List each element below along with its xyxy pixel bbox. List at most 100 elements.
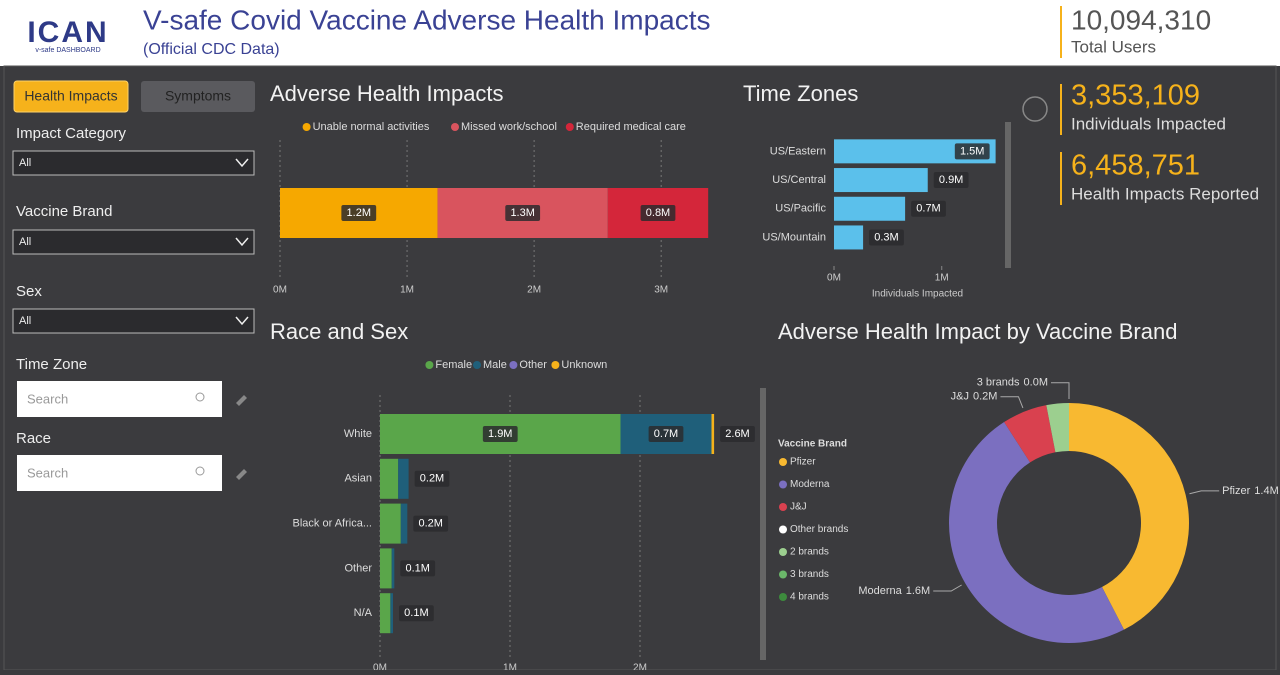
dropdown[interactable] [12, 229, 255, 255]
eraser-icon[interactable] [236, 469, 247, 480]
legend-swatch [473, 361, 481, 369]
leader-line [1189, 490, 1220, 495]
pie-slice [1004, 405, 1056, 463]
legend-swatch [779, 480, 787, 489]
kpi-label: Health Impacts Reported [1071, 184, 1259, 203]
search-label: Time Zone [16, 356, 87, 373]
y-tick-label: Black or Africa... [293, 518, 372, 530]
chart-title: Adverse Health Impact by Vaccine Brand [778, 319, 1177, 344]
leader-line [1051, 382, 1070, 399]
bar-segment [711, 414, 715, 454]
page-title: V-safe Covid Vaccine Adverse Health Impa… [143, 4, 711, 35]
slice-label: Pfizer 1.4M [1222, 485, 1279, 497]
search-placeholder[interactable]: Search [27, 391, 68, 406]
data-label: 1.9M [488, 428, 512, 440]
dropdown[interactable] [12, 308, 255, 334]
tab-label[interactable]: Symptoms [165, 88, 231, 104]
dropdown-value[interactable]: All [19, 236, 31, 248]
data-label: 0.9M [939, 174, 963, 186]
slice-label: J&J 0.2M [951, 391, 998, 403]
legend-label: Male [483, 359, 507, 371]
scrollbar[interactable] [760, 388, 766, 660]
x-tick-label: 0M [373, 663, 387, 670]
tab[interactable] [141, 81, 255, 112]
help-icon[interactable] [1022, 96, 1048, 122]
legend-swatch [302, 123, 311, 131]
legend-title: Vaccine Brand [778, 439, 847, 450]
legend-label: J&J [790, 502, 807, 513]
x-tick-label: 2M [633, 663, 647, 670]
search-box[interactable] [17, 455, 222, 491]
bar-segment [400, 503, 408, 544]
legend-swatch [451, 123, 459, 131]
data-label: 0.3M [874, 231, 898, 243]
legend-label: Other [519, 359, 547, 371]
leader-line [1000, 396, 1024, 409]
bar [834, 168, 928, 193]
tab-label[interactable]: Health Impacts [24, 88, 117, 104]
pie-slice [948, 422, 1124, 644]
slice-name: Moderna [858, 585, 902, 597]
logo-subtitle: v-safe DASHBOARD [35, 47, 100, 54]
bar [834, 196, 906, 221]
slice-name: J&J [951, 391, 969, 403]
kpi-label: Individuals Impacted [1071, 114, 1226, 133]
bar [834, 225, 864, 250]
slice-value: 0.0M [1024, 377, 1048, 389]
total-users: 10,094,310 [1071, 4, 1211, 35]
slice-name: 3 brands [977, 377, 1020, 389]
dropdown-value[interactable]: All [19, 157, 31, 169]
search-box[interactable] [17, 381, 222, 417]
search-icon [195, 466, 205, 476]
eraser-icon[interactable] [236, 395, 247, 406]
legend-swatch [565, 123, 574, 131]
legend-label: Unknown [561, 359, 607, 371]
data-label-bg [640, 205, 676, 221]
legend-swatch [779, 548, 787, 556]
search-placeholder[interactable]: Search [27, 465, 68, 480]
y-tick-label: White [344, 428, 372, 440]
data-label: 0.7M [654, 428, 678, 440]
chevron [235, 316, 249, 326]
x-axis-label: Individuals Impacted [872, 289, 963, 300]
legend-label: Female [435, 359, 472, 371]
x-tick-label: 1M [400, 285, 414, 296]
chevron [235, 158, 249, 168]
legend-label: Moderna [790, 479, 830, 490]
bar-segment [380, 458, 399, 499]
dropdown-value[interactable]: All [19, 315, 31, 327]
dropdown[interactable] [12, 150, 255, 176]
data-label: 0.2M [420, 473, 444, 485]
search-icon [195, 392, 205, 402]
bar-segment [391, 548, 395, 589]
data-label-bg [933, 172, 969, 189]
data-label-bg [911, 200, 946, 217]
y-tick-label: Other [344, 562, 372, 574]
data-label: 0.8M [646, 207, 670, 219]
legend-swatch [779, 525, 787, 534]
data-label-bg [341, 205, 377, 221]
data-label: 0.1M [405, 562, 429, 574]
y-tick-label: Asian [344, 473, 372, 485]
slice-label: 3 brands 0.0M [977, 377, 1048, 389]
tab[interactable] [13, 80, 129, 113]
bar-segment [398, 458, 409, 499]
total-users-label: Total Users [1071, 37, 1156, 56]
y-tick-label: US/Pacific [775, 203, 826, 215]
x-tick-label: 3M [654, 285, 668, 296]
data-label-bg [482, 426, 518, 442]
page-subtitle: (Official CDC Data) [143, 41, 280, 58]
legend-swatch [779, 503, 787, 511]
slice-value: 0.2M [973, 391, 997, 403]
legend-label: Required medical care [576, 121, 686, 133]
bar-segment [390, 593, 393, 634]
legend-label: Other brands [790, 524, 848, 535]
search-label: Race [16, 430, 51, 447]
legend-swatch [779, 593, 787, 601]
scrollbar[interactable] [1005, 122, 1011, 268]
chart-title: Race and Sex [270, 319, 408, 344]
data-label: 2.6M [725, 428, 749, 440]
y-tick-label: US/Eastern [770, 145, 826, 157]
slice-value: 1.4M [1254, 485, 1278, 497]
